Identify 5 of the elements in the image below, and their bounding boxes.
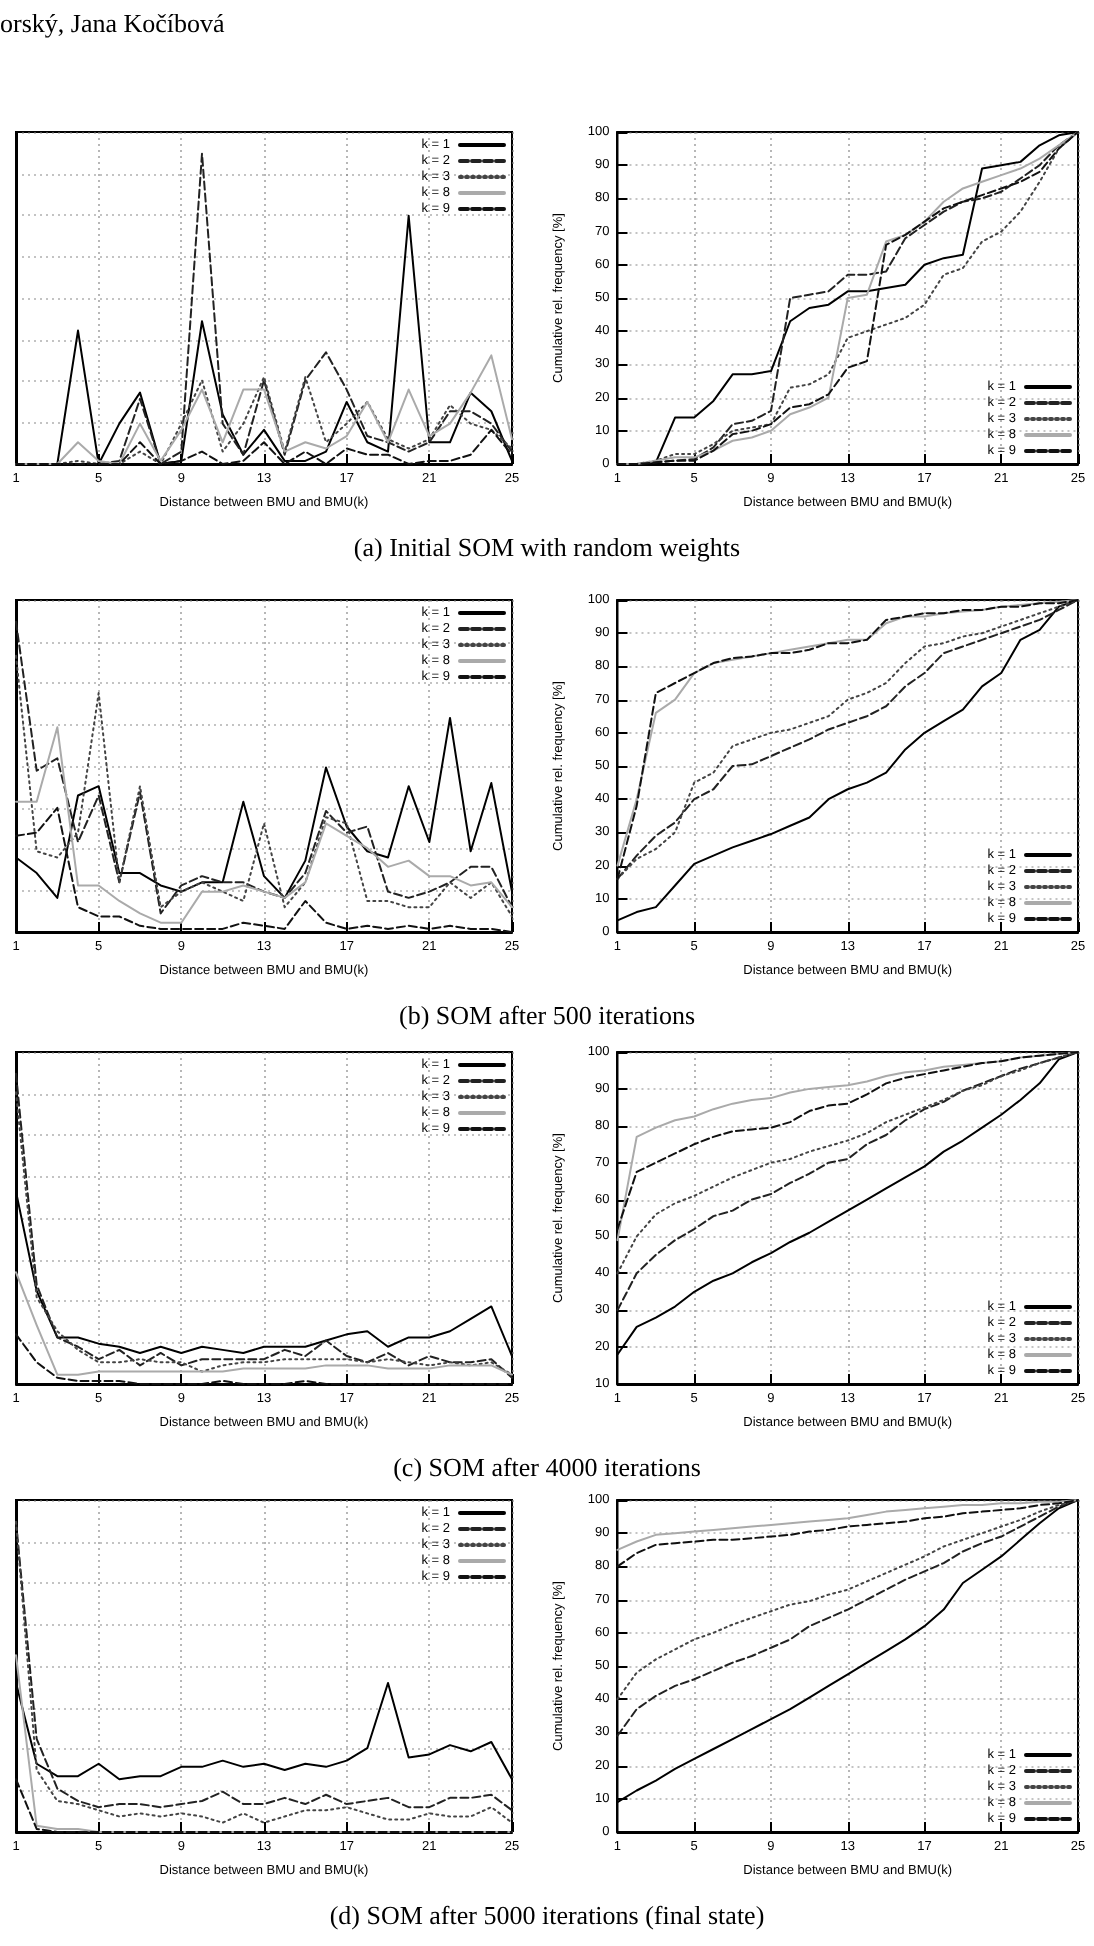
text: (c) SOM after 4000 iterations [391,1452,703,1484]
text: orský, Jana Kočíbová [0,8,225,40]
text: (b) SOM after 500 iterations [396,1000,698,1032]
text: (a) Initial SOM with random weights [351,532,743,564]
text: (d) SOM after 5000 iterations (final state) [327,1900,767,1932]
